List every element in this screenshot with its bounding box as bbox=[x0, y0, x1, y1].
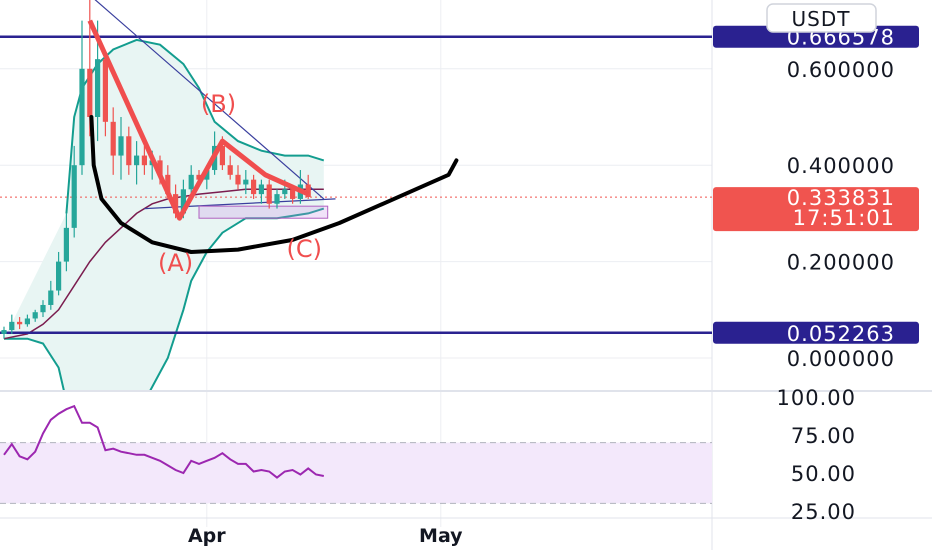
candle-body bbox=[87, 68, 93, 117]
candle-body bbox=[227, 165, 233, 175]
level-price-tag-label: 0.052263 bbox=[787, 322, 895, 346]
bollinger-bands bbox=[3, 38, 325, 390]
candle-body bbox=[40, 304, 46, 313]
last-price-tag[interactable] bbox=[713, 187, 919, 232]
price-tick-label: 0.000000 bbox=[787, 347, 895, 371]
candle-body bbox=[32, 312, 38, 319]
price-tick-label: 0.200000 bbox=[787, 251, 895, 275]
candle-body bbox=[71, 165, 77, 228]
candle-body bbox=[235, 174, 241, 185]
level-price-tag[interactable] bbox=[713, 321, 919, 344]
candle-body bbox=[118, 136, 124, 156]
rsi-tick-label: 100.00 bbox=[777, 386, 856, 410]
wave-label[interactable]: (C) bbox=[287, 235, 322, 263]
currency-badge-label: USDT bbox=[792, 7, 851, 31]
candle-body bbox=[258, 184, 264, 195]
wedge-trendlines[interactable] bbox=[86, 0, 336, 219]
candle-body bbox=[290, 189, 296, 199]
candle-body bbox=[204, 170, 210, 180]
candle-body bbox=[102, 59, 108, 122]
candle-body bbox=[196, 174, 202, 180]
price-axis[interactable]: 1.2000001.0000000.8000000.6000000.400000… bbox=[713, 0, 919, 524]
candle-body bbox=[1, 330, 7, 334]
candle-body bbox=[56, 261, 62, 291]
candle-body bbox=[134, 155, 140, 166]
cup-curve[interactable] bbox=[89, 115, 459, 254]
candle-body bbox=[126, 136, 132, 166]
candle-body bbox=[17, 321, 23, 325]
candle-body bbox=[188, 174, 194, 190]
time-axis[interactable]: Apr May bbox=[188, 525, 463, 547]
wave-label[interactable]: (A) bbox=[158, 249, 193, 277]
price-tick-label: 0.400000 bbox=[787, 154, 895, 178]
wave-label[interactable]: (B) bbox=[201, 90, 236, 118]
candle-body bbox=[243, 179, 249, 185]
candle-body bbox=[95, 59, 101, 117]
candle-body bbox=[274, 194, 280, 204]
candle-body bbox=[165, 174, 171, 195]
rsi-tick-label: 75.00 bbox=[791, 424, 856, 448]
candle-body bbox=[266, 184, 272, 204]
rsi-band bbox=[0, 442, 712, 504]
rsi-pane bbox=[0, 404, 712, 504]
candle-body bbox=[219, 145, 225, 166]
candle-body bbox=[24, 318, 30, 325]
wedge-upper-line[interactable] bbox=[86, 0, 325, 200]
range-box[interactable] bbox=[198, 205, 329, 219]
bollinger-fill bbox=[4, 39, 324, 390]
price-tick-label: 0.600000 bbox=[787, 58, 895, 82]
candle-body bbox=[110, 121, 116, 156]
currency-badge[interactable] bbox=[766, 3, 877, 33]
time-tick-label: Apr bbox=[188, 525, 226, 547]
last-price-tag-value: 0.333831 bbox=[787, 186, 895, 210]
candle-body bbox=[305, 184, 311, 198]
candle-body bbox=[282, 189, 288, 195]
candle-body bbox=[48, 290, 54, 305]
wave-path[interactable] bbox=[87, 19, 310, 221]
candle-body bbox=[79, 68, 85, 166]
rsi-tick-label: 50.00 bbox=[791, 462, 856, 486]
drawings[interactable]: (B) (A) (C) bbox=[87, 19, 459, 278]
time-tick-label: May bbox=[419, 525, 463, 547]
rsi-line bbox=[3, 404, 324, 479]
countdown-label: 17:51:01 bbox=[793, 206, 895, 230]
candle-body bbox=[180, 189, 186, 214]
candle-body bbox=[251, 179, 257, 195]
candle-body bbox=[63, 227, 69, 262]
rsi-tick-label: 25.00 bbox=[791, 500, 856, 524]
candle-body bbox=[141, 155, 147, 166]
candle-body bbox=[157, 160, 163, 175]
candle-body bbox=[9, 321, 15, 331]
horizontal-levels[interactable] bbox=[0, 35, 712, 335]
